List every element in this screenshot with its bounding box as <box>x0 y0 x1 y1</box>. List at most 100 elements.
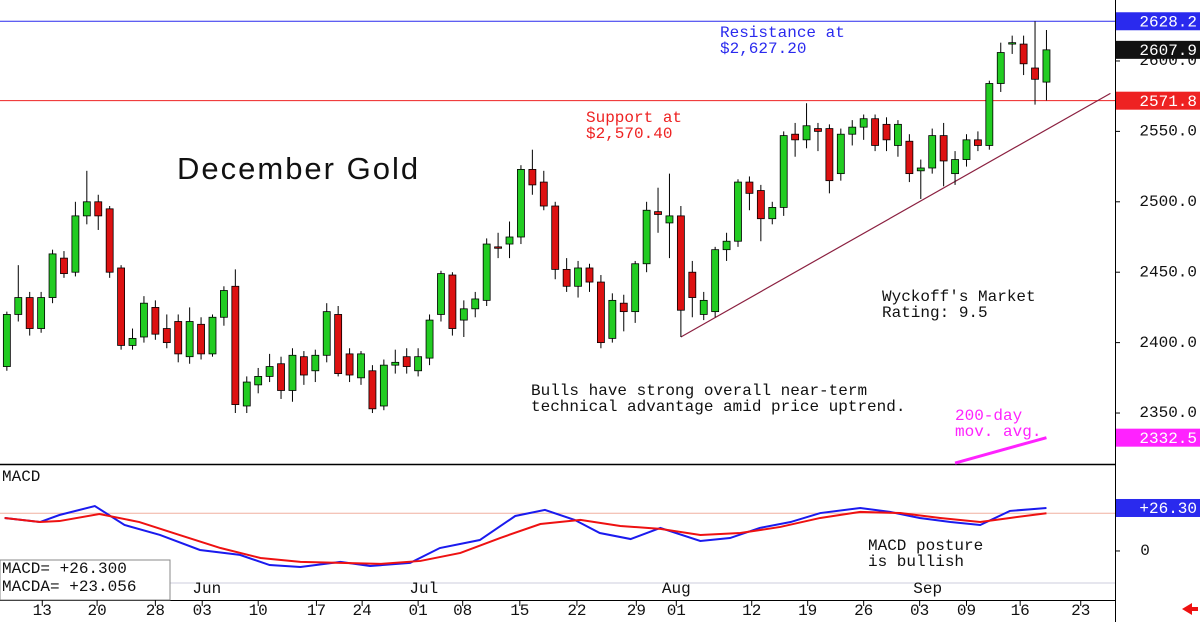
candle-body <box>619 302 628 313</box>
annotation: Support at <box>586 109 682 127</box>
price-flag-label: 2607.9 <box>1139 42 1197 60</box>
candle-body <box>254 376 263 386</box>
candle-body <box>185 321 194 358</box>
candle-body <box>688 271 697 298</box>
candle-body <box>551 205 560 270</box>
candle-body <box>277 363 285 391</box>
candle-body <box>231 285 240 405</box>
candle-body <box>288 354 297 391</box>
chart-title: December Gold <box>177 151 420 186</box>
candle-body <box>82 201 91 217</box>
candle-body <box>1008 42 1017 45</box>
candle-body <box>597 281 605 344</box>
candle-body <box>528 169 537 186</box>
candle-body <box>1042 49 1051 83</box>
x-tick-label: 13 <box>33 602 52 620</box>
x-tick-label: 15 <box>510 602 529 620</box>
candle-body <box>951 159 959 175</box>
candle-body <box>448 274 457 329</box>
annotation: is bullish <box>868 553 964 571</box>
y-tick-label: 2450.0 <box>1139 263 1197 281</box>
annotation: technical advantage amid price uptrend. <box>531 398 905 416</box>
candle-body <box>962 139 971 160</box>
price-flag <box>1116 428 1200 447</box>
candle-body <box>14 297 23 315</box>
x-tick-label: 20 <box>88 602 107 620</box>
x-tick-label: 19 <box>798 602 817 620</box>
candle-body <box>539 181 548 207</box>
x-tick-label: 03 <box>193 602 212 620</box>
macda-readout: MACDA= +23.056 <box>2 578 136 596</box>
candle-body <box>379 364 388 407</box>
x-tick-label: 10 <box>249 602 268 620</box>
annotation: MACD posture <box>868 537 983 555</box>
macd-title: MACD <box>2 468 40 486</box>
annotation: $2,570.40 <box>586 125 672 143</box>
candle-body <box>779 135 788 208</box>
candle-body <box>2 314 11 367</box>
macd-flag-label: +26.30 <box>1139 500 1197 518</box>
scroll-arrow[interactable] <box>1182 603 1198 615</box>
candle-body <box>814 128 822 132</box>
y-tick-label: 2400.0 <box>1139 334 1197 352</box>
candle-body <box>197 323 205 355</box>
annotation: Resistance at <box>720 24 845 42</box>
candle-body <box>357 353 365 379</box>
macd-line <box>4 504 1047 568</box>
candle-body <box>402 356 411 367</box>
macd-readout: MACD= +26.300 <box>2 560 127 578</box>
candle-body <box>585 267 594 283</box>
moving-average <box>954 436 1047 465</box>
price-flag <box>1116 12 1200 31</box>
candle-body <box>894 123 902 146</box>
x-tick-label: 26 <box>854 602 873 620</box>
candle-body <box>459 308 468 321</box>
x-tick-label: 03 <box>910 602 929 620</box>
candle-body <box>939 135 948 162</box>
candle-body <box>745 181 754 194</box>
candle-body <box>974 139 982 146</box>
candle-body <box>334 314 343 374</box>
candle-body <box>174 321 183 355</box>
x-tick-label: 08 <box>453 602 472 620</box>
candle-body <box>425 319 434 359</box>
candle-body <box>162 328 171 344</box>
candle-body <box>996 52 1005 84</box>
candle-body <box>928 135 937 169</box>
candle-body <box>391 361 400 366</box>
candle-body <box>105 208 114 273</box>
x-tick-label: 01 <box>409 602 428 620</box>
candle-body <box>665 215 674 224</box>
x-tick-label: 28 <box>146 602 165 620</box>
month-label: Jun <box>192 580 221 598</box>
candle-body <box>1031 67 1039 80</box>
candle-body <box>494 246 502 249</box>
candle-body <box>859 118 868 128</box>
candle-body <box>631 263 640 313</box>
x-tick-label: 01 <box>667 602 686 620</box>
candle-body <box>437 273 445 315</box>
candle-body <box>368 370 377 410</box>
candle-body <box>574 267 582 287</box>
candle-body <box>71 215 80 273</box>
annotation: $2,627.20 <box>720 40 806 58</box>
x-tick-label: 17 <box>307 602 326 620</box>
candle-body <box>48 253 57 298</box>
candle-body <box>848 126 857 135</box>
candle-body <box>345 353 354 376</box>
candle-body <box>722 240 731 251</box>
x-tick-label: 24 <box>353 602 372 620</box>
candle-body <box>711 249 720 313</box>
candle-body <box>299 356 308 376</box>
candle-body <box>94 201 103 217</box>
candle-body <box>117 267 125 346</box>
annotation: Rating: 9.5 <box>882 304 988 322</box>
y-tick-label: 2350.0 <box>1139 404 1197 422</box>
annotation: Wyckoff's Market <box>882 288 1036 306</box>
candle-body <box>608 299 617 339</box>
candle-body <box>802 125 811 141</box>
candle-body <box>1019 43 1028 65</box>
candle-body <box>482 243 491 301</box>
x-tick-label: 29 <box>627 602 646 620</box>
y-tick-label: 2550.0 <box>1139 123 1197 141</box>
